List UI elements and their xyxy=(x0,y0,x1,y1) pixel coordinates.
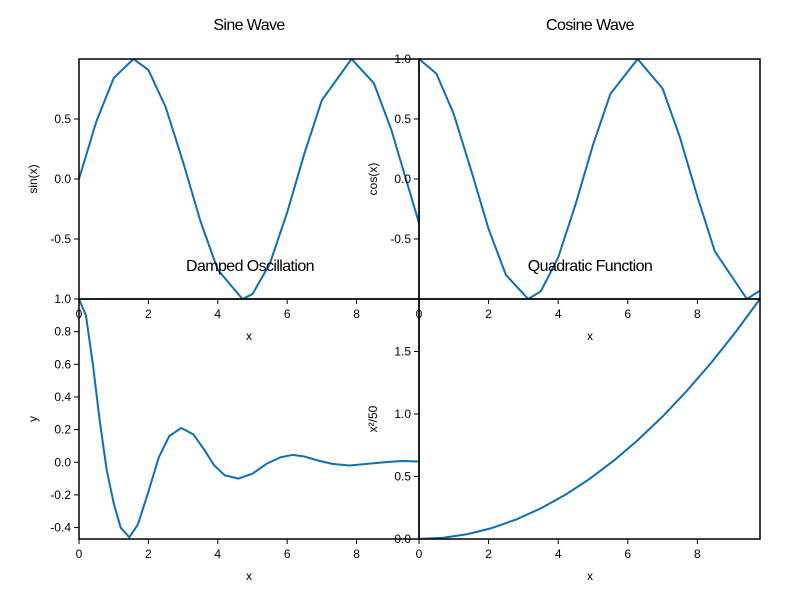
y-axis-label: cos(x) xyxy=(366,163,380,196)
x-axis-label: x xyxy=(587,329,593,343)
y-tick-label: 0.0 xyxy=(394,532,411,546)
subplot-sine: Sine Wave x sin(x) 0 2 4 6 8-0.50.00.5 xyxy=(26,17,420,343)
axes-frame xyxy=(418,298,761,540)
x-tick-label: 0 xyxy=(76,547,83,561)
y-axis-label: sin(x) xyxy=(26,164,40,193)
y-tick-label: 1.0 xyxy=(394,407,411,421)
x-tick-label: 4 xyxy=(555,307,562,321)
y-tick-label: 0.5 xyxy=(54,112,71,126)
y-tick-label: 0.0 xyxy=(394,172,411,186)
subplot-damped-oscillation: Damped Oscillation x y 0 2 4 6 8 -0.4 -0.2 0.0 0… xyxy=(26,258,420,583)
x-tick-label: 4 xyxy=(555,547,562,561)
x-tick-label: 2 xyxy=(485,547,492,561)
y-tick-label: 0.0 xyxy=(54,172,71,186)
y-tick-label: -0.5 xyxy=(50,232,71,246)
subplot-title: Sine Wave xyxy=(213,17,285,34)
subplot-title: Quadratic Function xyxy=(528,258,652,275)
x-tick-label: 2 xyxy=(145,547,152,561)
x-tick-label: 6 xyxy=(284,547,291,561)
x-tick-label: 6 xyxy=(284,307,291,321)
x-tick-label: 6 xyxy=(624,307,631,321)
y-tick-label: 1.0 xyxy=(54,292,71,306)
x-tick-label: 2 xyxy=(145,307,152,321)
y-tick-label: 0.8 xyxy=(54,325,71,339)
subplot-cosine: Cosine Wave x cos(x) 0 2 4 6 8-0.50.00.51.0 xyxy=(366,17,761,343)
y-tick-label: 0.5 xyxy=(394,470,411,484)
series-line xyxy=(79,59,419,299)
x-tick-label: 6 xyxy=(624,547,631,561)
series-line xyxy=(419,59,760,299)
y-tick-label: -0.2 xyxy=(50,488,71,502)
x-tick-label: 8 xyxy=(694,307,701,321)
series-line xyxy=(419,299,760,539)
y-tick-label: 0.4 xyxy=(54,390,71,404)
x-tick-label: 0 xyxy=(416,547,423,561)
x-tick-label: 2 xyxy=(485,307,492,321)
subplot-quadratic: Quadratic Function x x²/50 0 2 4 6 8 0.0 0.5 1.… xyxy=(366,258,761,583)
y-tick-label: -0.4 xyxy=(50,521,71,535)
subplot-title: Damped Oscillation xyxy=(186,258,314,275)
y-tick-label: 0.5 xyxy=(394,112,411,126)
subplot-title: Cosine Wave xyxy=(546,17,635,34)
x-axis-label: x xyxy=(587,569,593,583)
y-tick-label: 0.0 xyxy=(54,455,71,469)
y-tick-label: 1.0 xyxy=(394,52,411,66)
x-tick-label: 8 xyxy=(353,547,360,561)
y-tick-label: 1.5 xyxy=(394,345,411,359)
x-tick-label: 4 xyxy=(214,547,221,561)
y-axis-label: x²/50 xyxy=(366,405,380,432)
x-tick-label: 8 xyxy=(353,307,360,321)
y-tick-label: 0.2 xyxy=(54,423,71,437)
x-tick-label: 4 xyxy=(214,307,221,321)
x-tick-label: 8 xyxy=(694,547,701,561)
series-line xyxy=(79,299,419,539)
y-tick-label: -0.5 xyxy=(390,232,411,246)
y-tick-label: 0.6 xyxy=(54,357,71,371)
y-axis-label: y xyxy=(26,416,40,422)
x-axis-label: x xyxy=(246,329,252,343)
x-axis-label: x xyxy=(246,569,252,583)
